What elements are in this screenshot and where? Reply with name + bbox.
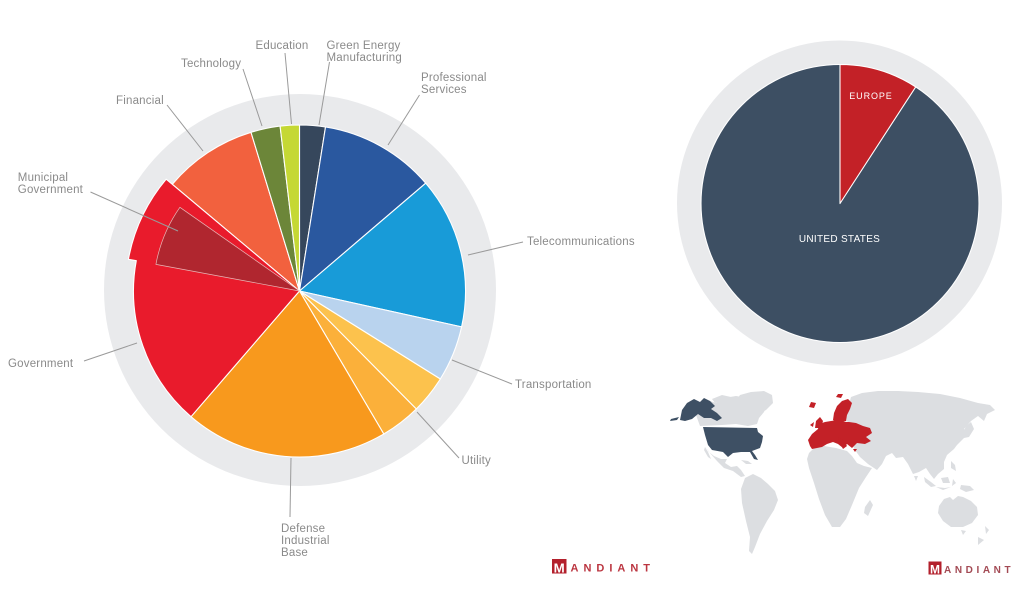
- svg-text:UNITED STATES: UNITED STATES: [799, 234, 880, 245]
- svg-text:Industrial: Industrial: [281, 535, 330, 547]
- svg-text:EUROPE: EUROPE: [849, 91, 892, 101]
- svg-text:Services: Services: [421, 84, 467, 96]
- svg-text:Municipal: Municipal: [18, 172, 68, 184]
- svg-text:Transportation: Transportation: [515, 379, 592, 391]
- svg-text:ANDIANT: ANDIANT: [571, 563, 656, 575]
- svg-text:Government: Government: [18, 184, 84, 196]
- svg-text:Utility: Utility: [462, 455, 492, 467]
- svg-text:Defense: Defense: [281, 523, 325, 535]
- svg-text:M: M: [554, 560, 565, 575]
- svg-text:Telecommunications: Telecommunications: [527, 236, 635, 248]
- svg-text:M: M: [930, 562, 940, 576]
- svg-text:Green Energy: Green Energy: [327, 40, 401, 52]
- svg-text:Technology: Technology: [181, 58, 241, 70]
- svg-text:ANDIANT: ANDIANT: [944, 565, 1014, 576]
- svg-text:Base: Base: [281, 547, 308, 559]
- svg-text:Professional: Professional: [421, 72, 487, 84]
- svg-text:Manufacturing: Manufacturing: [327, 52, 402, 64]
- svg-text:Financial: Financial: [116, 95, 164, 107]
- svg-text:Education: Education: [256, 40, 309, 52]
- svg-text:Government: Government: [8, 358, 74, 370]
